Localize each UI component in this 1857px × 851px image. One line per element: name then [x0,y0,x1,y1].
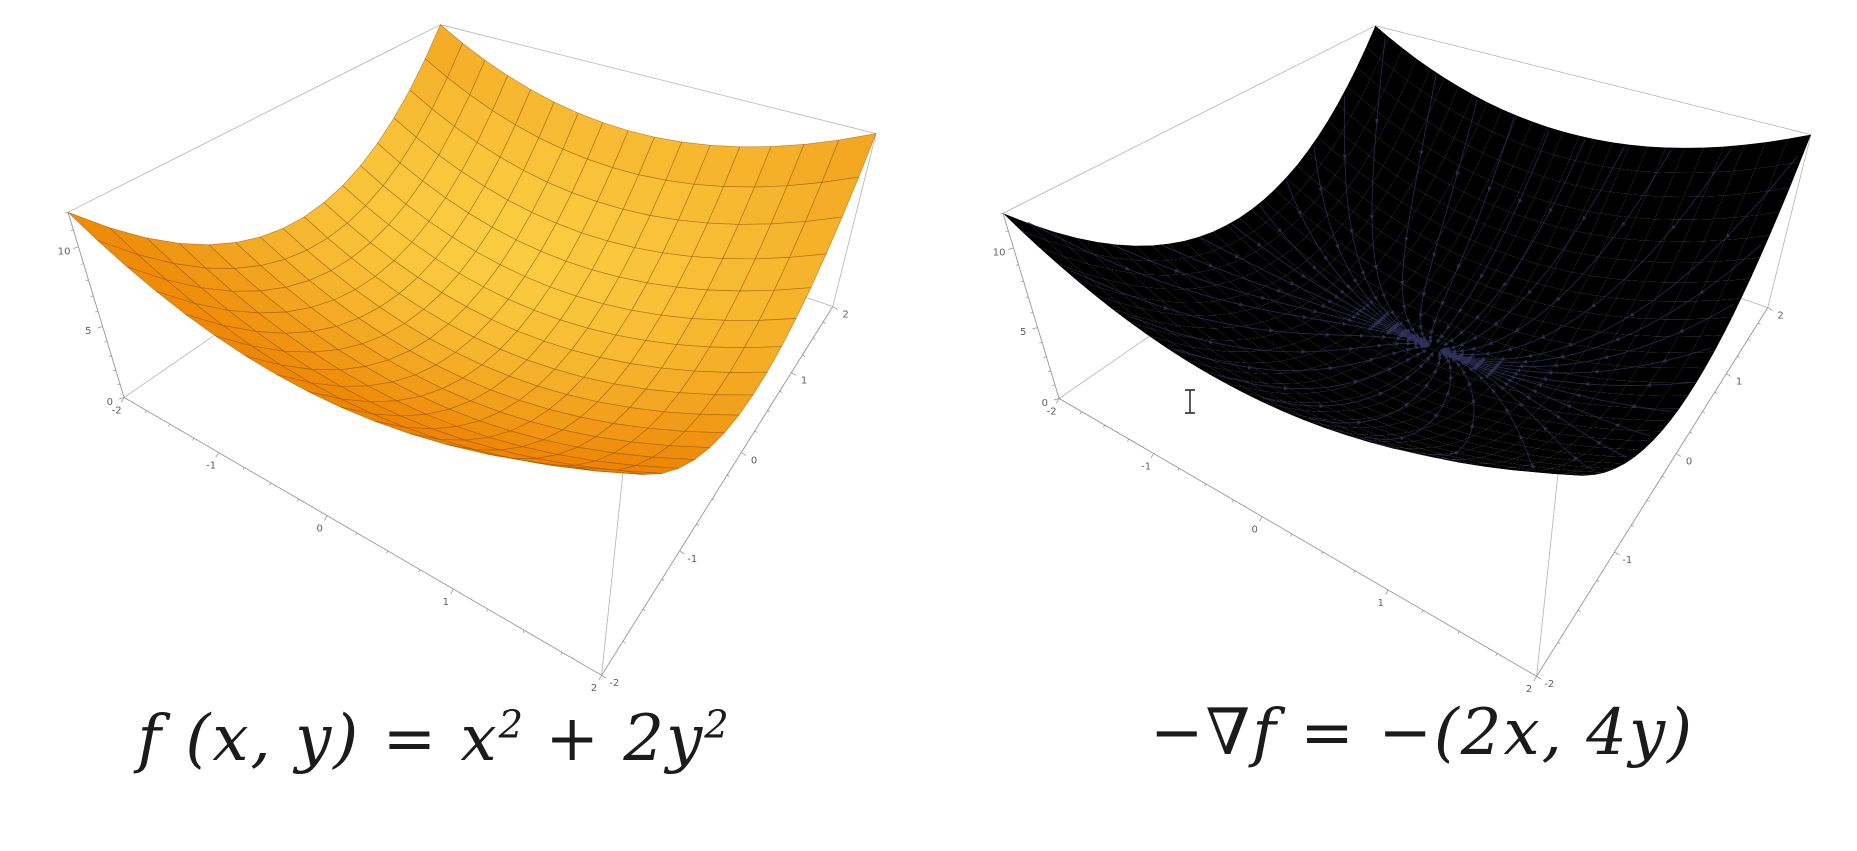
svg-text:1: 1 [1378,598,1384,609]
surface-plot-f: -2 -1 0 1 2 -2 -1 0 1 2 0 5 10 [58,24,877,694]
svg-text:2: 2 [591,683,597,694]
svg-text:1: 1 [801,376,807,387]
svg-text:-1: -1 [206,460,216,471]
svg-text:5: 5 [1020,327,1026,338]
svg-text:-1: -1 [1622,555,1632,566]
formula-gradient: −∇f = −(2x, 4y) [1072,696,1772,770]
svg-text:-2: -2 [609,678,619,689]
svg-text:2: 2 [1777,310,1783,321]
svg-text:0: 0 [107,397,113,408]
formula-f-sup2: 2 [704,702,729,748]
svg-text:-2: -2 [1544,679,1554,690]
svg-text:0: 0 [1686,456,1692,467]
formula-f-sup1: 2 [498,702,524,748]
svg-text:2: 2 [842,309,848,320]
svg-text:-1: -1 [1141,461,1151,472]
formula-f-text: f (x, y) = x [137,702,499,776]
formula-f: f (x, y) = x2 + 2y2 [88,702,778,776]
svg-text:5: 5 [85,326,91,337]
svg-text:10: 10 [58,246,71,257]
formula-f-text2: + 2y [523,702,705,776]
svg-text:0: 0 [1042,398,1048,409]
svg-text:0: 0 [317,524,323,535]
svg-text:-2: -2 [112,405,122,416]
svg-text:0: 0 [1252,525,1258,536]
text-cursor-icon [1185,389,1195,414]
svg-text:1: 1 [443,597,449,608]
formula-gradient-text: −∇f = −(2x, 4y) [1149,696,1695,770]
svg-text:-2: -2 [1047,406,1057,417]
svg-text:1: 1 [1736,377,1742,388]
svg-text:-1: -1 [687,554,697,565]
surface-plot-negative-gradient: -2 -1 0 1 2 -2 -1 0 1 2 0 5 10 [993,25,1812,695]
svg-text:10: 10 [993,247,1006,258]
svg-text:0: 0 [751,455,757,466]
svg-text:2: 2 [1526,684,1532,695]
